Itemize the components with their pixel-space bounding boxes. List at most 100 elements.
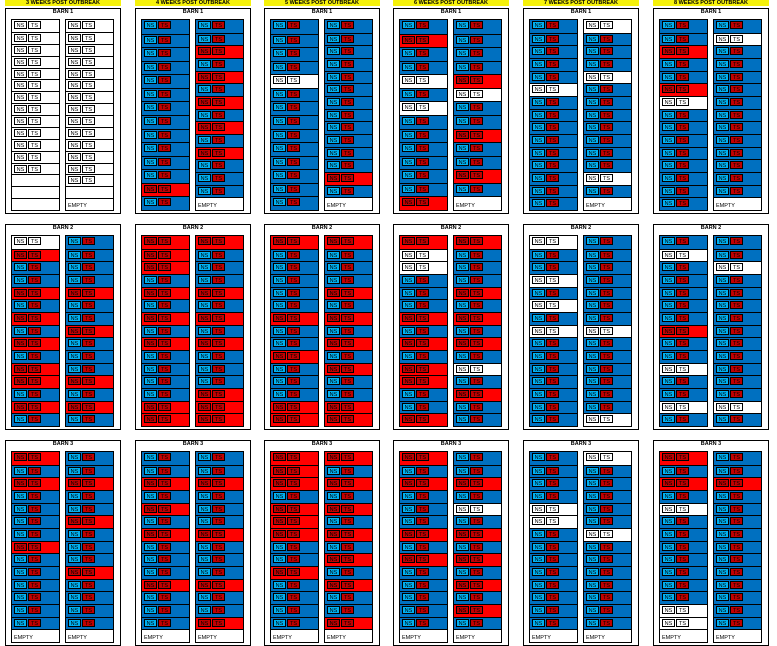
ts-label: TS bbox=[730, 568, 743, 576]
ts-label: TS bbox=[470, 276, 483, 284]
ns-label: NS bbox=[198, 555, 211, 564]
ns-label: NS bbox=[327, 504, 340, 513]
ts-label: TS bbox=[676, 186, 689, 195]
ts-label: TS bbox=[470, 288, 483, 297]
ns-label: NS bbox=[662, 555, 675, 564]
pen-row: NS TS bbox=[660, 159, 707, 172]
pen-row bbox=[12, 174, 59, 187]
ts-label: TS bbox=[676, 580, 689, 589]
pen-row: NS TS bbox=[660, 20, 707, 33]
ts-label: TS bbox=[676, 98, 689, 106]
pen-row: NS TS bbox=[66, 362, 113, 376]
ns-label: NS bbox=[273, 117, 286, 125]
pen-row: NS TS bbox=[66, 274, 113, 287]
pen-row: NS TS bbox=[400, 115, 447, 129]
pen-row: NS TS bbox=[454, 286, 501, 300]
ns-label: NS bbox=[402, 402, 415, 411]
pen-column: NS TS NS TS NS TS NS TS NS TS NS TS NS TS NS TS NS TS NS TS… bbox=[324, 19, 373, 211]
ns-label: NS bbox=[144, 288, 157, 297]
ts-label: TS bbox=[82, 492, 95, 500]
ts-label: TS bbox=[82, 93, 95, 102]
ts-label: TS bbox=[341, 237, 354, 245]
ts-label: TS bbox=[470, 144, 483, 153]
pen-row: NS TS bbox=[325, 172, 372, 185]
pen-row: NS TS bbox=[714, 184, 761, 198]
ns-label: NS bbox=[273, 390, 286, 398]
pen-row: NS TS bbox=[400, 299, 447, 312]
ns-label: NS bbox=[456, 301, 469, 310]
ns-label: NS bbox=[456, 568, 469, 576]
empty-label: EMPTY bbox=[456, 634, 475, 641]
ts-label: TS bbox=[730, 479, 743, 488]
pen-row: NS TS bbox=[271, 274, 318, 287]
ns-label: NS bbox=[662, 186, 675, 195]
ts-label: TS bbox=[287, 593, 300, 602]
ts-label: TS bbox=[82, 105, 95, 114]
ns-label: NS bbox=[586, 542, 599, 551]
pen-row: NS TS bbox=[271, 74, 318, 88]
ns-label: NS bbox=[662, 390, 675, 398]
ts-label: TS bbox=[82, 263, 95, 272]
pen-row: EMPTY bbox=[454, 629, 501, 642]
pen-row: NS TS bbox=[142, 566, 189, 579]
ns-label: NS bbox=[716, 415, 729, 424]
ts-label: TS bbox=[287, 157, 300, 166]
barn-title: BARN 3 bbox=[311, 441, 333, 447]
ns-label: NS bbox=[716, 314, 729, 322]
ts-label: TS bbox=[546, 364, 559, 373]
ts-label: TS bbox=[416, 276, 429, 284]
ts-label: TS bbox=[158, 415, 171, 424]
pen-row: NS TS bbox=[271, 87, 318, 102]
ts-label: TS bbox=[158, 276, 171, 284]
pen-row: NS TS bbox=[196, 20, 243, 33]
pen-row: NS TS bbox=[530, 362, 577, 376]
ts-label: TS bbox=[341, 136, 354, 144]
pen-row: NS TS bbox=[142, 248, 189, 262]
pen-row: NS TS bbox=[142, 604, 189, 617]
ns-label: NS bbox=[586, 377, 599, 386]
ns-label: NS bbox=[532, 148, 545, 157]
ts-label: TS bbox=[28, 237, 41, 245]
ts-label: TS bbox=[212, 542, 225, 551]
pen-row: NS TS bbox=[660, 591, 707, 604]
pen-row: NS TS bbox=[196, 96, 243, 109]
ns-label: NS bbox=[662, 352, 675, 360]
ns-label: NS bbox=[456, 62, 469, 71]
pen-column: NS TS NS TS NS TS NS TS NS TS NS TS NS TS NS TS NS TS NS TS… bbox=[195, 19, 244, 211]
ts-label: TS bbox=[730, 301, 743, 310]
ts-label: TS bbox=[470, 35, 483, 44]
pen-row: NS TS bbox=[271, 196, 318, 210]
ts-label: TS bbox=[158, 492, 171, 500]
ns-label: NS bbox=[532, 276, 545, 284]
ns-label: NS bbox=[327, 148, 340, 157]
ts-label: TS bbox=[82, 326, 95, 335]
barn-title: BARN 1 bbox=[52, 9, 74, 15]
ns-label: NS bbox=[662, 364, 675, 373]
ns-label: NS bbox=[14, 81, 27, 90]
ns-label: NS bbox=[273, 580, 286, 589]
pen-row: NS TS bbox=[584, 121, 631, 134]
ts-label: TS bbox=[287, 21, 300, 29]
pen-row: NS TS bbox=[325, 236, 372, 249]
ns-label: NS bbox=[68, 530, 81, 538]
ns-label: NS bbox=[68, 377, 81, 386]
ns-label: NS bbox=[402, 326, 415, 335]
ns-label: NS bbox=[716, 504, 729, 513]
ts-label: TS bbox=[28, 377, 41, 386]
pen-row: NS TS bbox=[12, 337, 59, 350]
pen-row: NS TS bbox=[142, 286, 189, 300]
ts-label: TS bbox=[158, 517, 171, 526]
pen-row: NS TS bbox=[454, 155, 501, 170]
ns-label: NS bbox=[68, 263, 81, 272]
pen-row: NS TS bbox=[454, 87, 501, 102]
pen-column: NS TS NS TS NS TS NS TS NS TS NS TS NS TS NS TS NS TS NS TS… bbox=[659, 451, 708, 643]
ts-label: TS bbox=[470, 103, 483, 112]
pen-row: NS TS bbox=[196, 324, 243, 338]
pen-column: NS TS NS TS NS TS NS TS NS TS NS TS NS TS NS TS NS TS NS TS… bbox=[529, 235, 578, 427]
pen-row: NS TS bbox=[66, 286, 113, 300]
ns-label: NS bbox=[273, 377, 286, 386]
ts-label: TS bbox=[341, 466, 354, 475]
ns-label: NS bbox=[14, 69, 27, 78]
ns-label: NS bbox=[586, 21, 599, 29]
barn-title: BARN 3 bbox=[182, 441, 204, 447]
